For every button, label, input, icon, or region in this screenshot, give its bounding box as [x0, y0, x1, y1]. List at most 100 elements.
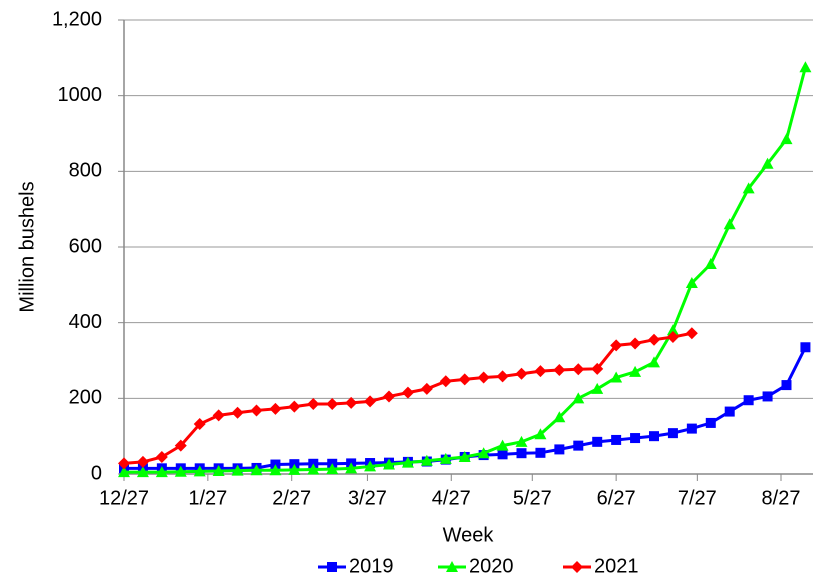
marker — [401, 456, 414, 468]
marker — [781, 380, 792, 391]
marker — [174, 465, 187, 477]
marker — [497, 449, 508, 460]
marker — [383, 390, 395, 403]
marker — [420, 454, 433, 466]
x-tick-label: 6/27 — [597, 487, 636, 509]
marker — [611, 434, 622, 445]
x-axis-title: Week — [443, 524, 495, 546]
marker — [446, 561, 458, 572]
marker — [231, 464, 244, 476]
marker — [610, 339, 623, 352]
marker — [610, 371, 623, 383]
legend-label: 2019 — [349, 555, 394, 577]
marker — [307, 463, 320, 475]
marker — [118, 466, 130, 478]
marker — [666, 324, 679, 336]
marker — [288, 463, 301, 475]
marker — [364, 460, 377, 472]
marker — [705, 417, 716, 428]
marker — [553, 363, 566, 376]
marker — [553, 411, 566, 423]
marker — [591, 382, 604, 394]
marker — [458, 373, 471, 386]
marker — [648, 333, 660, 346]
marker — [516, 448, 527, 459]
marker — [136, 455, 149, 468]
marker — [212, 409, 225, 422]
y-tick-label: 800 — [69, 160, 102, 182]
marker — [534, 365, 547, 378]
marker — [780, 133, 793, 145]
x-tick-label: 7/27 — [678, 487, 717, 509]
marker — [534, 428, 547, 440]
marker — [799, 61, 812, 73]
marker — [496, 370, 509, 383]
marker — [155, 466, 168, 478]
x-tick-label: 5/27 — [513, 487, 552, 509]
marker — [136, 466, 149, 478]
marker — [591, 362, 604, 375]
marker — [724, 406, 735, 417]
marker — [704, 258, 717, 270]
marker — [743, 395, 754, 406]
marker — [193, 465, 206, 477]
marker — [685, 327, 698, 340]
marker — [554, 444, 565, 455]
marker — [629, 337, 642, 350]
marker — [667, 428, 678, 439]
marker — [439, 375, 452, 388]
marker — [685, 276, 698, 288]
y-axis-title: Million bushels — [16, 181, 38, 312]
marker — [288, 400, 301, 413]
marker — [800, 342, 811, 353]
marker — [155, 450, 168, 463]
marker — [573, 440, 584, 451]
x-tick-label: 8/27 — [762, 487, 801, 509]
marker — [458, 450, 471, 462]
marker — [723, 218, 736, 230]
marker — [629, 365, 642, 377]
marker — [364, 395, 377, 408]
series-line — [124, 66, 807, 474]
marker — [630, 433, 641, 444]
y-tick-label: 1000 — [58, 84, 103, 106]
marker — [477, 371, 490, 384]
marker — [420, 382, 433, 395]
x-tick-label: 1/27 — [188, 487, 227, 509]
series-line — [124, 346, 807, 470]
marker — [345, 396, 358, 409]
marker — [269, 402, 282, 415]
marker — [649, 431, 659, 442]
marker — [761, 157, 774, 169]
marker — [174, 439, 187, 452]
marker — [326, 398, 339, 411]
marker — [401, 386, 414, 399]
marker — [762, 391, 773, 402]
marker — [307, 398, 320, 411]
y-tick-label: 200 — [69, 387, 102, 409]
marker — [193, 418, 206, 431]
marker — [686, 423, 697, 434]
marker — [496, 439, 509, 451]
x-tick-label: 3/27 — [348, 487, 387, 509]
marker — [118, 457, 130, 470]
marker — [477, 447, 490, 459]
marker — [383, 458, 395, 470]
marker — [326, 463, 339, 475]
marker — [592, 436, 603, 447]
marker — [250, 464, 263, 476]
marker — [250, 404, 263, 417]
x-tick-label: 2/27 — [272, 487, 311, 509]
marker — [269, 464, 282, 476]
y-tick-label: 1,200 — [52, 8, 102, 30]
legend-label: 2020 — [469, 555, 514, 577]
marker — [572, 363, 585, 376]
marker — [345, 462, 358, 474]
marker — [742, 182, 755, 194]
x-tick-label: 12/27 — [99, 487, 149, 509]
marker — [572, 392, 585, 404]
marker — [515, 435, 528, 447]
legend-label: 2021 — [594, 555, 639, 577]
marker — [212, 464, 225, 476]
